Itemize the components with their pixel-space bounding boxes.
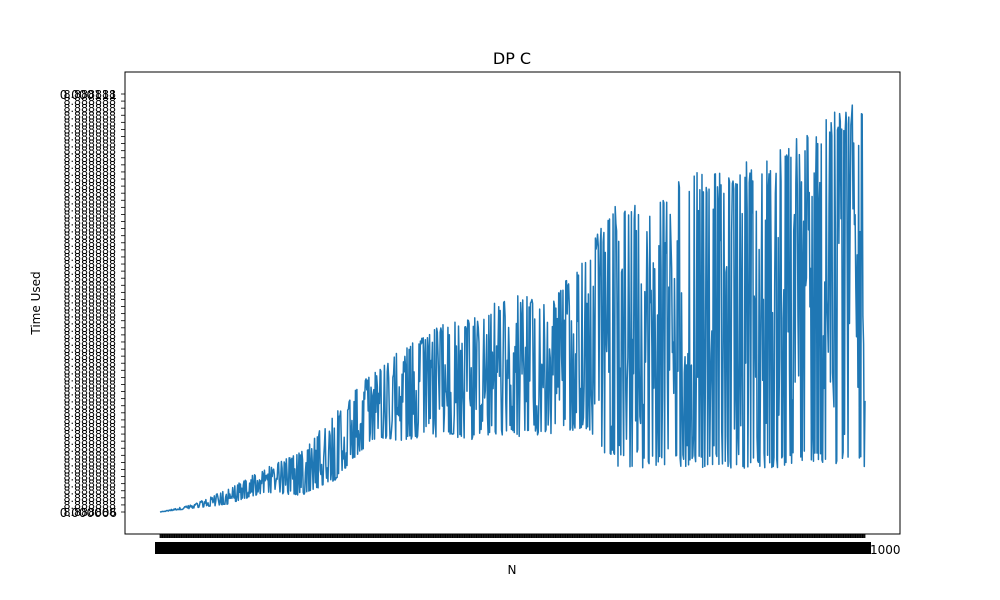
y-tick-label-overlap: 8.888888	[64, 258, 117, 271]
y-tick-label-overlap: 8.888888	[64, 116, 117, 129]
y-tick-label-overlap: 8.888888	[64, 301, 117, 314]
y-tick-label-overlap: 8.888888	[64, 308, 117, 321]
y-tick-label-overlap: 8.888888	[64, 364, 117, 377]
y-tick-label-overlap: 8.888888	[64, 95, 117, 108]
y-tick-label-overlap: 8.888888	[64, 180, 117, 193]
y-tick-label-overlap: 8.888888	[64, 237, 117, 250]
y-tick-label-overlap: 8.888888	[64, 216, 117, 229]
y-tick-label-overlap: 8.888888	[64, 88, 117, 101]
y-tick-label-overlap: 8.888888	[64, 442, 117, 455]
y-axis-ticks: 8.8888888.8888888.8888888.8888888.888888…	[60, 88, 125, 520]
y-tick-label-overlap: 8.888888	[64, 230, 117, 243]
y-tick-label-overlap: 8.888888	[64, 251, 117, 264]
y-tick-label-overlap: 8.888888	[64, 187, 117, 200]
y-tick-label-overlap: 8.888888	[64, 293, 117, 306]
y-tick-label-overlap: 8.888888	[64, 286, 117, 299]
y-tick-label-overlap: 8.888888	[64, 272, 117, 285]
y-tick-label-overlap: 8.888888	[64, 152, 117, 165]
y-tick-label-overlap: 8.888888	[64, 208, 117, 221]
y-tick-label-min: 0.000006	[60, 506, 117, 520]
x-axis-ticks: 1000	[155, 534, 901, 557]
y-tick-label-overlap: 8.888888	[64, 102, 117, 115]
y-tick-label-overlap: 8.888888	[64, 201, 117, 214]
y-tick-label-overlap: 8.888888	[64, 371, 117, 384]
y-tick-label-overlap: 8.888888	[64, 315, 117, 328]
y-tick-label-max: 0.000111	[60, 88, 117, 102]
y-tick-label-overlap: 8.888888	[64, 485, 117, 498]
y-tick-label-overlap: 8.888888	[64, 145, 117, 158]
y-tick-label-overlap: 8.888888	[64, 322, 117, 335]
y-tick-label-overlap: 8.888888	[64, 173, 117, 186]
y-axis-label: Time Used	[29, 271, 43, 335]
y-tick-label-overlap: 8.888888	[64, 386, 117, 399]
y-tick-label-overlap: 8.888888	[64, 456, 117, 469]
y-tick-label-overlap: 8.888888	[64, 478, 117, 491]
y-tick-label-overlap: 8.888888	[64, 471, 117, 484]
y-tick-label-overlap: 8.888888	[64, 400, 117, 413]
y-tick-label-overlap: 8.888888	[64, 499, 117, 512]
y-tick-label-overlap: 8.888888	[64, 378, 117, 391]
y-tick-label-overlap: 8.888888	[64, 357, 117, 370]
y-tick-label-overlap: 8.888888	[64, 492, 117, 505]
y-tick-label-overlap: 8.888888	[64, 343, 117, 356]
y-tick-label-overlap: 8.888888	[64, 109, 117, 122]
y-tick-label-overlap: 8.888888	[64, 131, 117, 144]
y-tick-label-overlap: 8.888888	[64, 123, 117, 136]
chart-title: DP C	[493, 49, 531, 68]
y-tick-label-overlap: 8.888888	[64, 407, 117, 420]
y-tick-label-overlap: 8.888888	[64, 223, 117, 236]
y-tick-label-overlap: 8.888888	[64, 336, 117, 349]
series-layer	[159, 104, 866, 513]
y-tick-label-overlap: 8.888888	[64, 428, 117, 441]
y-tick-label-overlap: 8.888888	[64, 435, 117, 448]
y-tick-label-overlap: 8.888888	[64, 463, 117, 476]
series-line	[159, 104, 866, 513]
y-tick-label-overlap: 8.888888	[64, 159, 117, 172]
y-tick-label-overlap: 8.888888	[64, 449, 117, 462]
y-tick-label-overlap: 8.888888	[64, 414, 117, 427]
x-axis-label: N	[508, 563, 517, 577]
y-tick-label-overlap: 8.888888	[64, 279, 117, 292]
x-tick-label-band	[155, 542, 871, 554]
y-tick-label-overlap: 8.888888	[64, 138, 117, 151]
y-tick-label-overlap: 8.888888	[64, 506, 117, 519]
y-tick-label-overlap: 8.888888	[64, 244, 117, 257]
y-tick-label-overlap: 8.888888	[64, 265, 117, 278]
y-tick-label-overlap: 8.888888	[64, 350, 117, 363]
y-tick-label-overlap: 8.888888	[64, 194, 117, 207]
y-tick-label-overlap: 8.888888	[64, 393, 117, 406]
y-tick-label-overlap: 8.888888	[64, 166, 117, 179]
y-tick-label-overlap: 8.888888	[64, 421, 117, 434]
x-tick-label-last: 1000	[870, 543, 901, 557]
y-tick-label-overlap: 8.888888	[64, 329, 117, 342]
